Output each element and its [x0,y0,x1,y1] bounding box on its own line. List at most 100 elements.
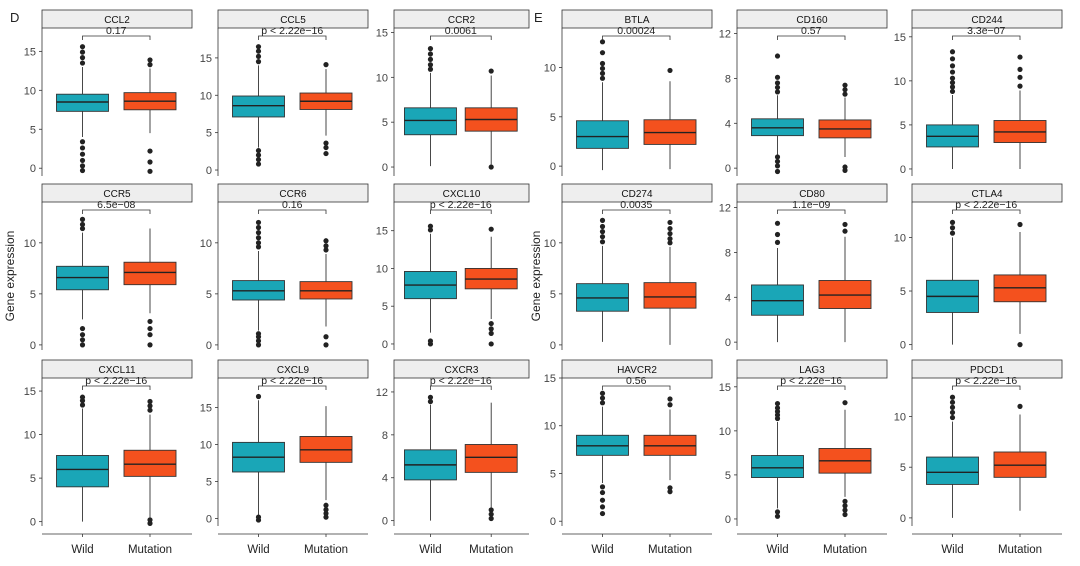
y-tick-label: 10 [200,440,212,452]
outlier-point [323,140,329,146]
y-tick-label: 10 [376,72,388,84]
facet-strip [393,183,530,203]
outlier-point [774,89,781,95]
facet-havcr2: HAVCR2 0 5 10 15 0.56 Wild Mutation [544,359,713,556]
outlier-point [79,55,86,61]
outlier-point [147,517,153,523]
facet-title: CXCL9 [277,365,310,376]
facet-strip [393,9,530,29]
significance-bracket [777,35,846,40]
p-value-label: 0.56 [626,375,647,387]
y-tick-label: 12 [376,387,388,399]
outlier-point [79,325,86,332]
outlier-point [599,234,606,240]
facet-cxcr3: CXCR3 0 4 8 12 p < 2.22e−16 Wild Mutation [376,359,530,556]
p-value-label: 0.00024 [617,25,655,37]
x-tick-label: Wild [591,544,613,556]
p-value-label: p < 2.22e−16 [261,25,323,37]
y-tick-label: 0 [900,513,906,525]
outlier-point [842,91,848,97]
outlier-point [488,164,494,170]
y-axis-label: Gene expression [529,231,543,322]
panel-letter-d: D [10,10,19,25]
outlier-point [842,87,848,93]
facet-cxcl9: CXCL9 0 5 10 15 p < 2.22e−16 Wild Mutation [200,359,369,556]
p-value-label: p < 2.22e−16 [85,375,147,387]
outlier-point [79,167,86,174]
outlier-point [599,395,606,401]
outlier-point [599,65,606,72]
box-wild [751,455,804,478]
outlier-point [949,399,956,405]
outlier-point [427,66,434,72]
outlier-point [488,511,494,517]
outlier-point [774,80,781,86]
significance-bracket [777,385,846,390]
facet-title: CD160 [796,15,828,26]
facet-strip [217,9,369,29]
outlier-point [599,504,606,510]
outlier-point [79,342,86,348]
y-tick-label: 0 [900,164,906,176]
y-tick-label: 5 [30,473,36,485]
outlier-point [488,330,494,336]
significance-bracket [602,209,671,214]
facet-title: CXCL11 [98,365,135,376]
facet-ccr6: CCR6 0 5 10 0.16 [200,183,369,352]
p-value-label: 0.0061 [445,25,477,37]
outlier-point [79,49,86,55]
outlier-point [1017,66,1023,73]
outlier-point [488,341,494,347]
y-tick-label: 5 [206,477,212,489]
outlier-point [599,39,606,45]
outlier-point [79,151,86,157]
x-tick-label: Mutation [823,544,867,556]
y-tick-label: 5 [550,468,556,480]
outlier-point [79,145,86,151]
outlier-point [842,507,848,513]
outlier-point [667,485,673,491]
outlier-point [147,168,153,174]
y-tick-label: 10 [24,238,36,250]
facet-ccl2: CCL2 0 5 10 15 0.17 [24,9,193,176]
outlier-point [427,51,434,57]
facet-strip [911,9,1063,29]
box-wild [232,95,285,118]
facet-cd80: CD80 0 4 8 12 1.1e−09 [719,183,888,350]
y-tick-label: 12 [719,203,731,215]
outlier-point [949,409,956,416]
significance-bracket [258,35,327,40]
facet-title: HAVCR2 [617,365,657,376]
facet-lag3: LAG3 0 5 10 15 p < 2.22e−16 Wild Mutation [719,359,888,556]
outlier-point [147,148,153,154]
facet-strip [217,183,369,203]
x-tick-label: Mutation [998,544,1042,556]
outlier-point [255,338,262,344]
x-tick-label: Wild [419,544,441,556]
outlier-point [488,320,494,327]
outlier-point [842,164,848,170]
outlier-point [599,390,606,396]
outlier-point [255,230,262,236]
outlier-point [599,60,606,67]
y-tick-label: 10 [894,232,906,244]
outlier-point [79,394,86,400]
outlier-point [774,158,781,165]
y-tick-label: 15 [24,46,36,58]
y-tick-label: 5 [900,462,906,474]
outlier-point [774,239,781,245]
significance-bracket [952,385,1021,390]
outlier-point [79,163,86,169]
outlier-point [488,515,494,522]
outlier-point [323,238,329,244]
outlier-point [255,44,262,50]
x-tick-label: Wild [766,544,788,556]
p-value-label: p < 2.22e−16 [261,375,323,387]
facet-title: CD80 [799,189,825,200]
box-wild [56,455,109,488]
p-value-label: 0.57 [801,25,822,37]
p-value-label: p < 2.22e−16 [955,375,1017,387]
outlier-point [488,326,494,332]
outlier-point [599,70,606,76]
